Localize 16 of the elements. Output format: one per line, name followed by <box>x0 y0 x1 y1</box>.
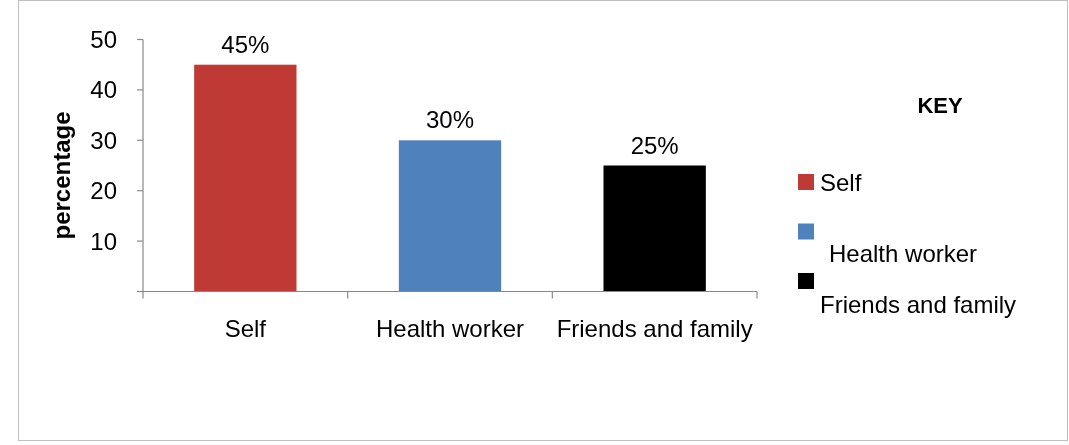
x-tick-label: Friends and family <box>556 315 753 342</box>
legend-title: KEY <box>917 93 963 118</box>
y-tick-label: 20 <box>90 177 117 205</box>
data-label: 25% <box>630 131 679 159</box>
x-tick-label: Self <box>224 315 267 342</box>
legend-label: Friends and family <box>820 291 1017 318</box>
y-tick-label: 50 <box>90 25 117 53</box>
data-label: 30% <box>425 106 475 134</box>
y-tick-label: 40 <box>90 76 117 104</box>
text: Self <box>820 169 862 196</box>
y-tick-label: 30 <box>90 126 117 154</box>
data-label: 45% <box>221 30 270 58</box>
x-tick-label: Health worker <box>375 315 525 342</box>
legend-label: Health worker <box>829 239 978 267</box>
y-tick-label: 10 <box>90 227 117 255</box>
y-axis-title: percentage <box>48 111 75 240</box>
